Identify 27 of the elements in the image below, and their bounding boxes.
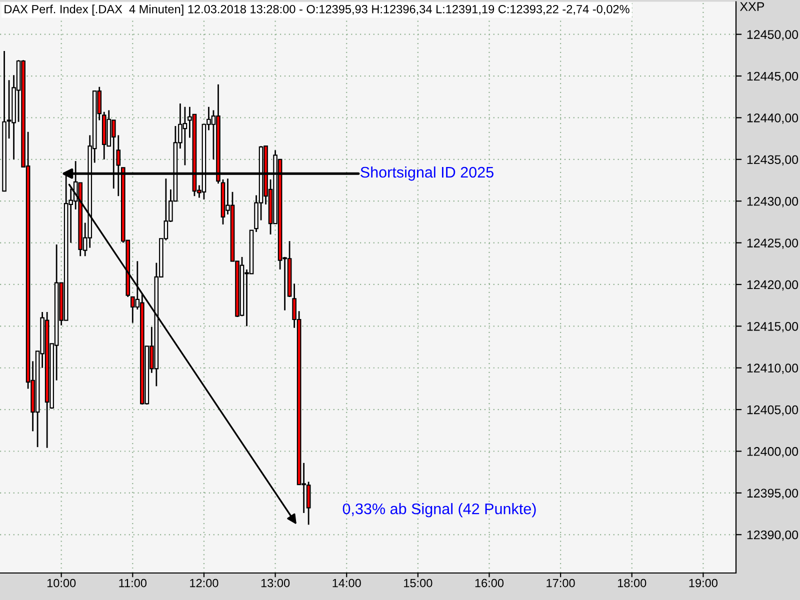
x-tick-label: 12:00 xyxy=(190,578,218,588)
y-tick-label: 12445,00 xyxy=(747,72,798,82)
y-tick-label: 12395,00 xyxy=(747,488,798,500)
x-tick-label: 16:00 xyxy=(475,578,504,588)
y-tick-label: 12415,00 xyxy=(747,322,798,332)
annotation: 0,33% ab Signal (42 Punkte) xyxy=(342,503,536,518)
y-tick-label: 12425,00 xyxy=(747,238,798,249)
x-tick-label: 11:00 xyxy=(119,578,147,588)
y-axis-title: XXP xyxy=(740,2,764,11)
y-tick-label: 12430,00 xyxy=(747,196,798,208)
y-tick-label: 12435,00 xyxy=(747,155,798,166)
y-tick-label: 12440,00 xyxy=(747,114,798,124)
y-tick-label: 12410,00 xyxy=(747,364,798,374)
chart-title: DAX Perf. Index [.DAX 4 Minuten] 12.03.2018 13:28:00 - O:12395,93 H:12396,34 L:12391,19 C:12393,22 -2,74 -0,02% xyxy=(4,4,630,16)
y-tick-label: 12450,00 xyxy=(747,30,798,40)
x-tick-label: 19:00 xyxy=(689,578,718,588)
x-tick-label: 14:00 xyxy=(332,578,361,588)
y-tick-label: 12390,00 xyxy=(747,530,798,541)
y-tick-label: 12405,00 xyxy=(747,405,798,416)
y-tick-label: 12400,00 xyxy=(747,447,798,458)
x-tick-label: 17:00 xyxy=(546,578,575,588)
x-tick-label: 15:00 xyxy=(404,578,432,588)
x-tick-label: 10:00 xyxy=(47,578,76,588)
y-tick-label: 12420,00 xyxy=(747,280,798,291)
x-tick-label: 18:00 xyxy=(618,578,646,588)
annotation: Shortsignal ID 2025 xyxy=(360,166,494,181)
x-tick-label: 13:00 xyxy=(261,578,290,588)
